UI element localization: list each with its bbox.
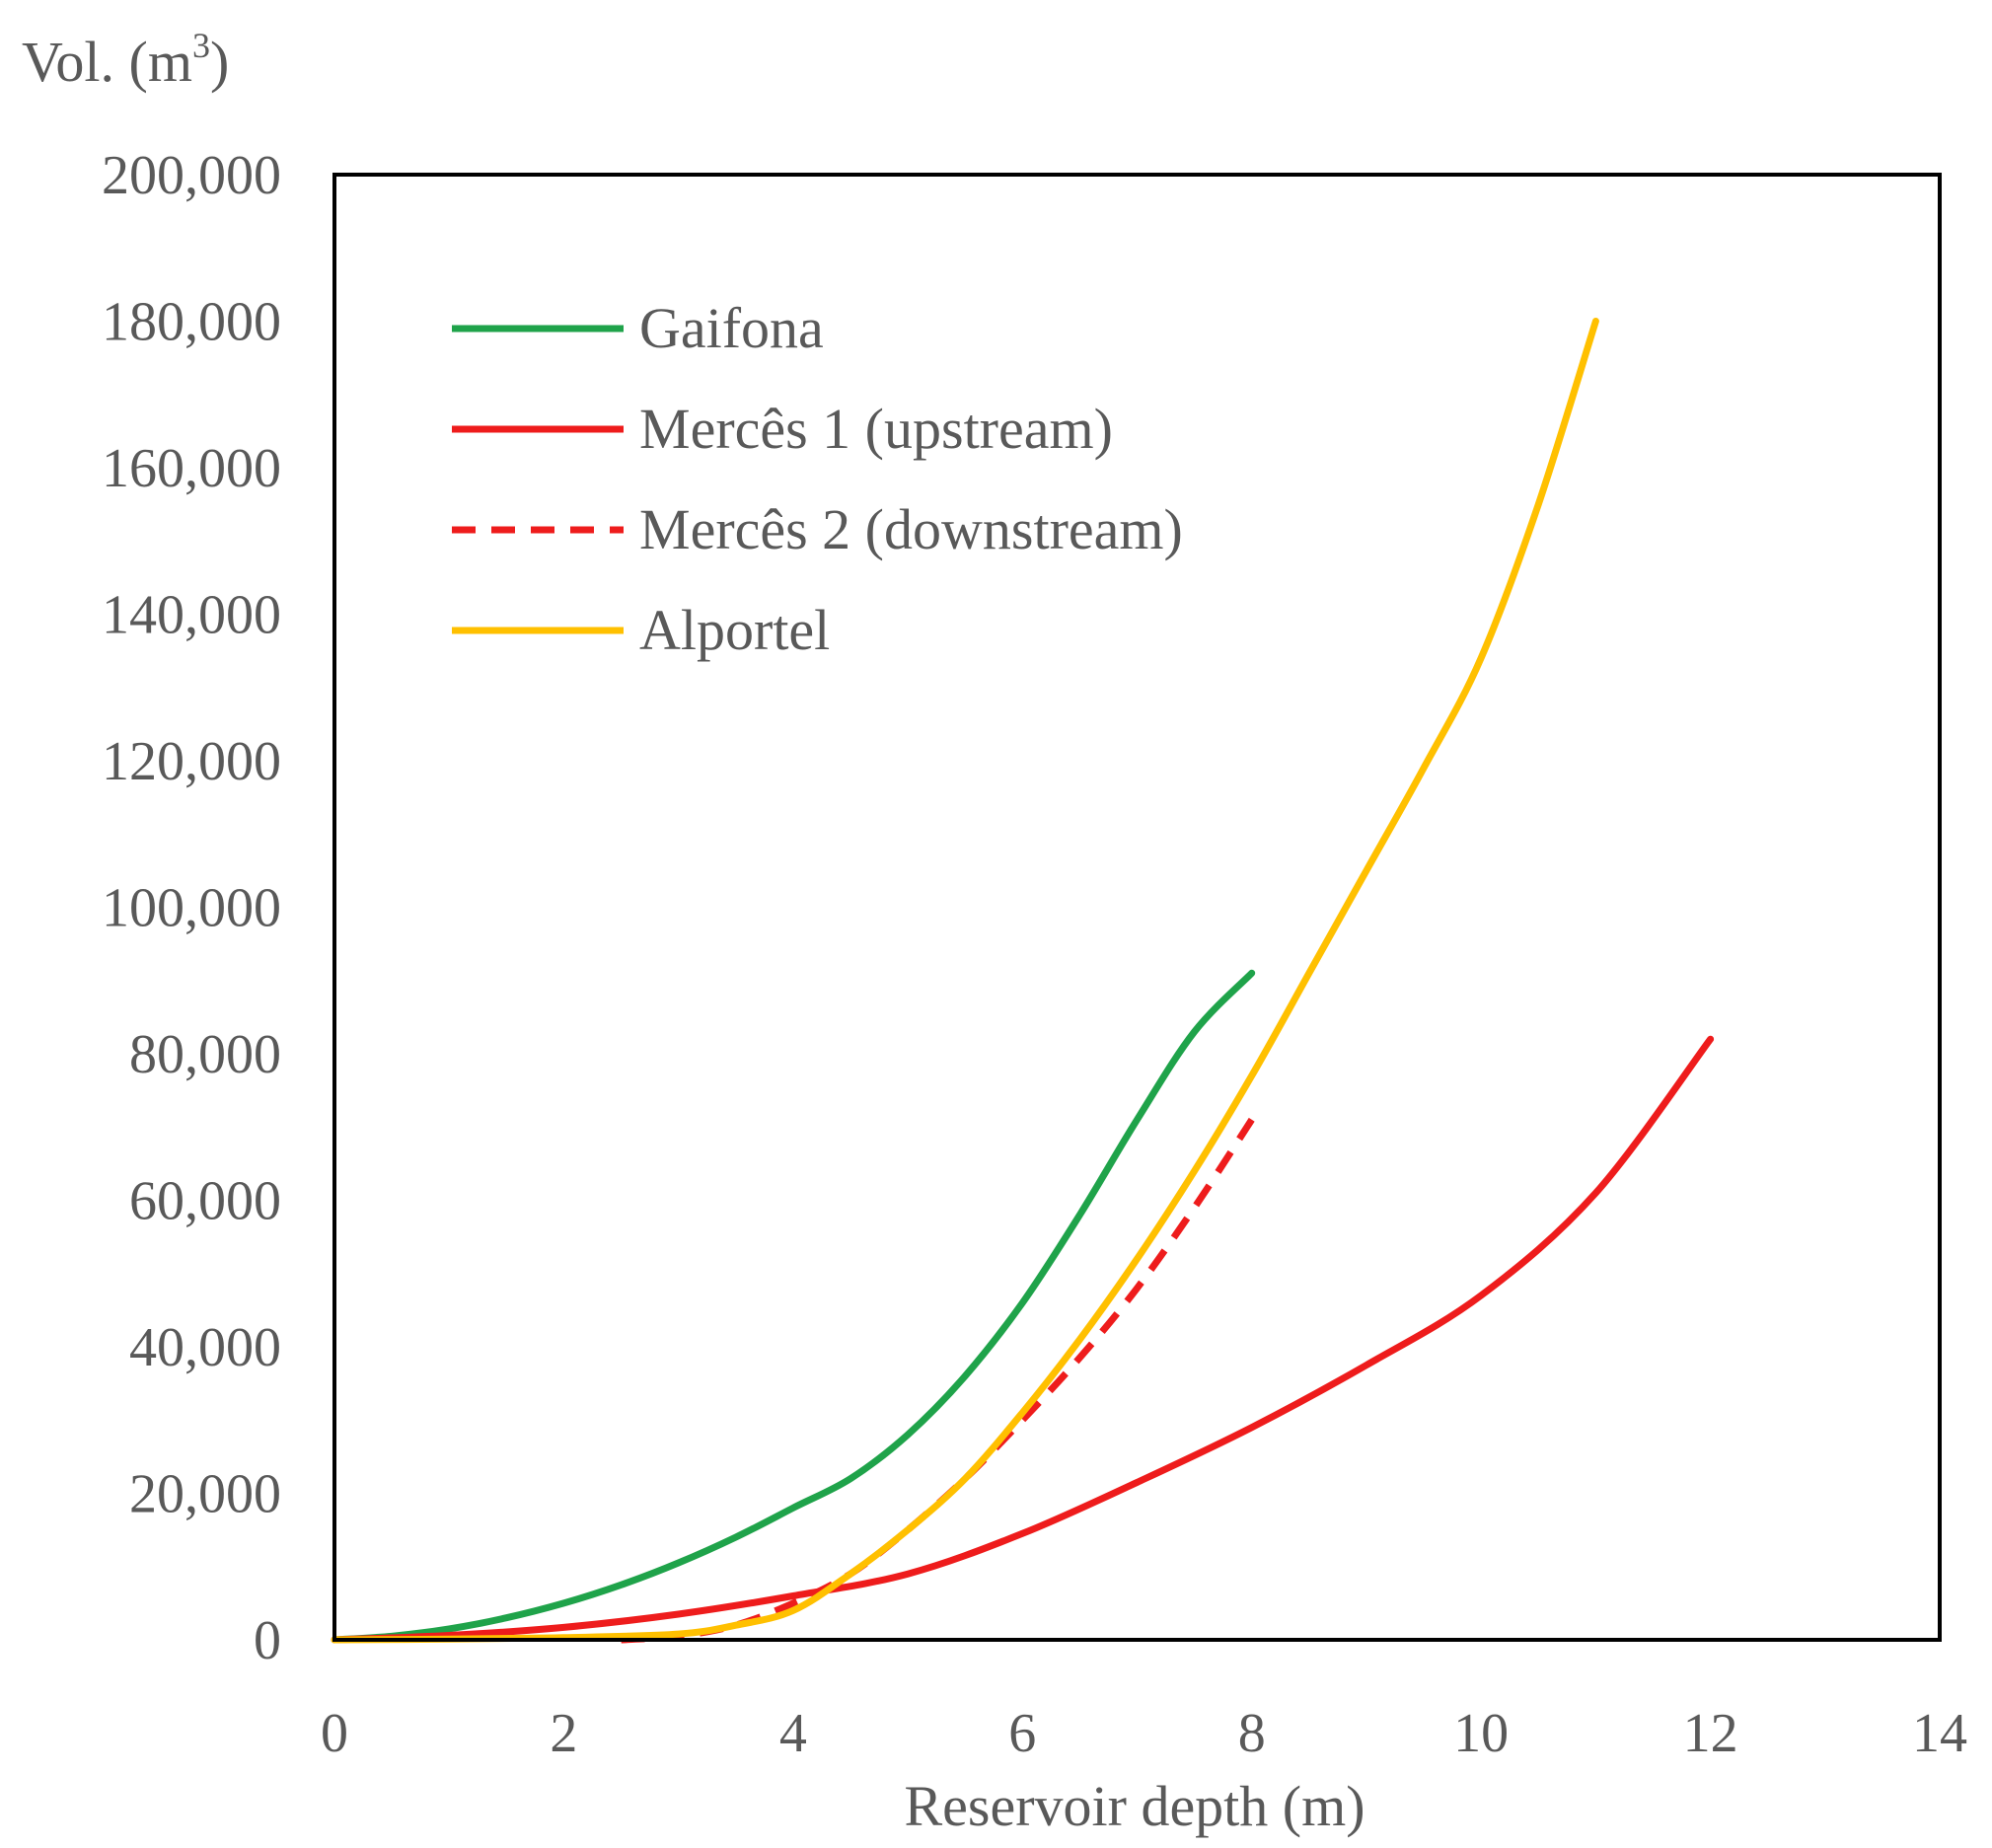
x-tick-label: 0 (321, 1703, 348, 1764)
y-tick-label: 180,000 (102, 292, 281, 353)
legend: Gaifona Mercês 1 (upstream) Mercês 2 (down… (452, 296, 1183, 662)
y-tick-label: 140,000 (102, 585, 281, 646)
legend-label-gaifona: Gaifona (639, 296, 824, 360)
x-tick-label: 14 (1912, 1703, 1967, 1764)
x-tick-label: 2 (550, 1703, 577, 1764)
y-tick-label: 0 (254, 1610, 281, 1671)
y-tick-label: 200,000 (102, 145, 281, 206)
series-lines (331, 318, 1715, 1644)
plot-area-frame (332, 173, 1942, 1642)
y-tick-label: 80,000 (129, 1024, 281, 1085)
y-tick-label: 160,000 (102, 438, 281, 499)
legend-label-merces-1-upstream: Mercês 1 (upstream) (639, 397, 1113, 461)
y-tick-label: 100,000 (102, 878, 281, 939)
legend-label-merces-2-downstream: Mercês 2 (downstream) (639, 497, 1183, 561)
y-axis-title-suffix: ) (210, 30, 229, 94)
x-tick-label: 10 (1453, 1703, 1509, 1764)
legend-label-alportel: Alportel (639, 598, 830, 662)
y-tick-label: 120,000 (102, 731, 281, 792)
x-tick-label: 12 (1683, 1703, 1738, 1764)
x-tick-label: 4 (779, 1703, 807, 1764)
series-line-alportel (331, 318, 1599, 1644)
tick-labels: 0 20,000 40,000 60,000 80,000 100,000 120,000 1… (102, 145, 1967, 1764)
x-tick-label: 6 (1008, 1703, 1036, 1764)
y-tick-label: 40,000 (129, 1317, 281, 1378)
series-line-merces-2-downstream (621, 1117, 1255, 1644)
y-axis-title-superscript: 3 (192, 26, 210, 65)
x-tick-label: 8 (1238, 1703, 1266, 1764)
y-tick-label: 60,000 (129, 1171, 281, 1232)
y-axis-title-prefix: Vol. (m (22, 30, 192, 94)
series-line-gaifona (331, 969, 1256, 1644)
x-axis-title: Reservoir depth (m) (904, 1774, 1365, 1838)
y-tick-label: 20,000 (129, 1464, 281, 1525)
y-axis-title: Vol. (m3) (22, 26, 229, 94)
series-line-merces-1-upstream (331, 1035, 1715, 1644)
